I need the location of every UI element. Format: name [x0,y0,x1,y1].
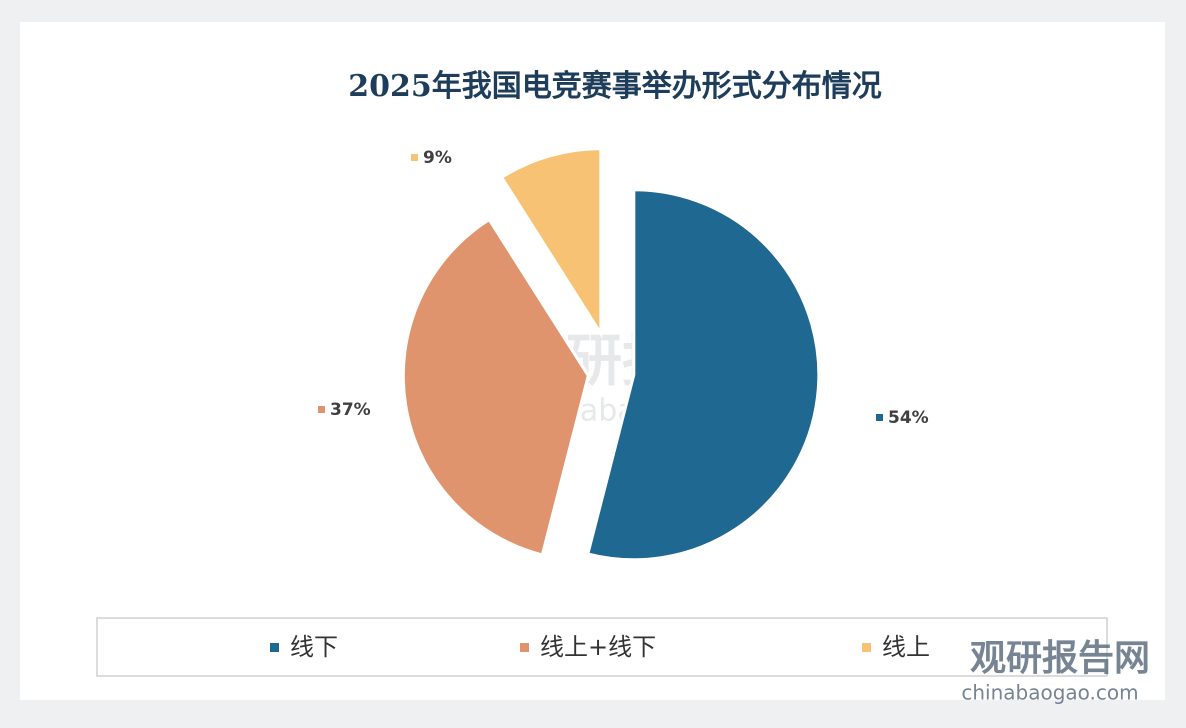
data-label: 37% [330,400,371,420]
pie-slice [499,147,603,339]
pie-slice [585,188,821,562]
data-label: 9% [423,148,452,168]
watermark: chinabaogao.com [961,681,1138,705]
panel [20,22,1165,700]
legend-swatch [520,643,529,652]
legend-label: 线上+线下 [540,633,656,661]
data-label: 54% [888,408,929,428]
label-marker [876,414,883,421]
chart-title: 2025年我国电竞赛事举办形式分布情况 [348,69,882,104]
legend-swatch [862,643,871,652]
legend-label: 线上 [882,633,930,661]
watermark: 观研报告网 [970,638,1150,679]
legend-label: 线下 [290,633,338,661]
legend-swatch [270,643,279,652]
pie-slice [401,217,590,557]
label-marker [411,154,418,161]
label-marker [318,406,325,413]
legend-box [96,617,1108,677]
